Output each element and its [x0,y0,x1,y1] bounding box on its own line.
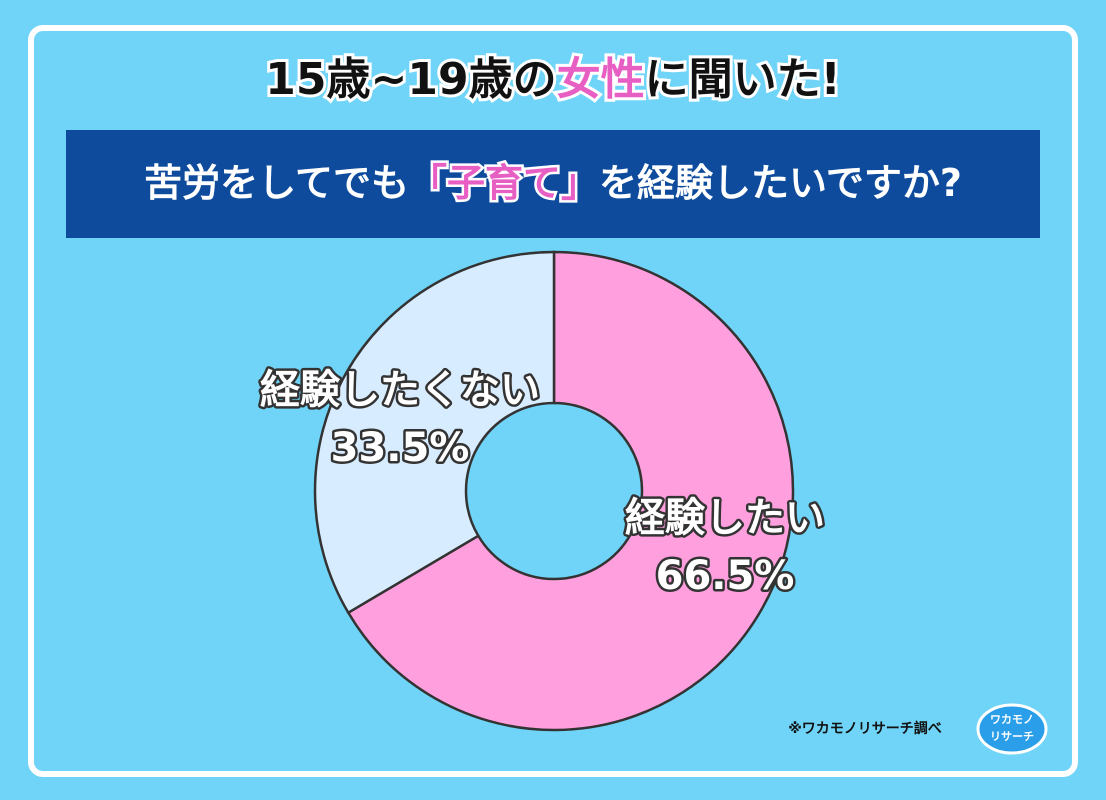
donut-slice [313,250,556,615]
chart-title: 15歳~19歳の女性に聞いた! [265,54,840,105]
title-part: に聞いた! [645,54,841,105]
logo-text: リサーチ [990,730,1034,743]
frame [28,25,1078,777]
subtitle-highlight: 「子育て」 [409,161,599,205]
category-label: 経験したくない [260,367,540,413]
title-highlight: 女性 [557,54,645,105]
subtitle-part: 苦労をしてでも [144,161,409,205]
logo-badge [976,703,1048,755]
subtitle-box [66,130,1040,238]
plot: 経験したい 66.5% 経験したくない 33.5% [258,250,828,732]
value-label: 33.5% [331,425,470,471]
chart-subtitle: 苦労をしてでも「子育て」を経験したいですか? [144,161,962,205]
title-part: 15歳~19歳の [265,54,556,105]
subtitle-part: を経験したいですか? [599,161,962,205]
donut-slice [346,250,795,732]
category-label: 経験したい [625,495,825,541]
value-label: 66.5% [656,553,795,599]
logo-text: ワカモノ [990,713,1034,726]
source: ※ワカモノリサーチ調べ [788,720,942,737]
